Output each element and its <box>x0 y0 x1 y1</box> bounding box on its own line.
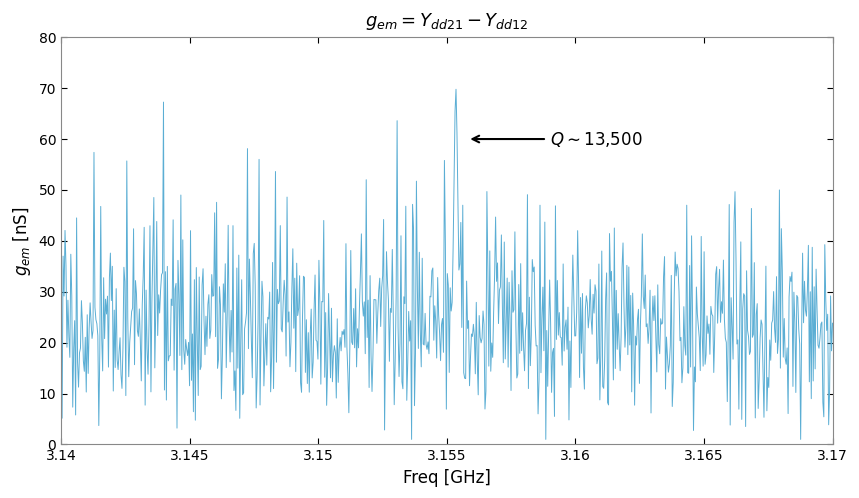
Y-axis label: $g_{em}$ [nS]: $g_{em}$ [nS] <box>11 206 34 275</box>
Text: $Q \sim 13{,}500$: $Q \sim 13{,}500$ <box>472 129 643 148</box>
Title: $g_{em} = Y_{dd21} - Y_{dd12}$: $g_{em} = Y_{dd21} - Y_{dd12}$ <box>365 11 528 32</box>
X-axis label: Freq [GHz]: Freq [GHz] <box>403 469 490 487</box>
